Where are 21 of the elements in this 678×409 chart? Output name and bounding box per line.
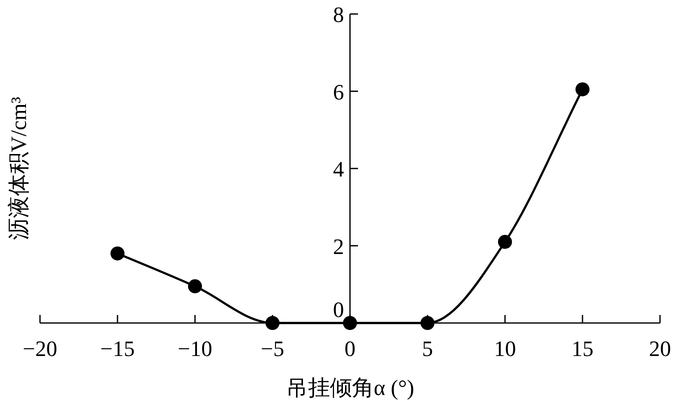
x-tick-label: −10 xyxy=(178,336,212,361)
point xyxy=(420,316,434,330)
y-tick-label: 4 xyxy=(333,156,344,182)
x-axis-title: 吊挂倾角α (°) xyxy=(286,375,414,400)
x-tick-label: −20 xyxy=(22,336,58,361)
x-tick-label: 5 xyxy=(422,336,433,361)
x-tick-label: 15 xyxy=(572,336,594,361)
x-tick-label: 10 xyxy=(494,336,516,361)
y-tick-label: 0 xyxy=(333,297,344,322)
x-tick-label: −15 xyxy=(100,336,135,361)
y-tick-label: 2 xyxy=(333,234,344,259)
y-axis-title: 沥液体积V/cm³ xyxy=(6,96,31,240)
point xyxy=(266,316,280,330)
point xyxy=(188,279,202,294)
point xyxy=(576,82,590,96)
point xyxy=(110,246,124,260)
y-tick-label: 8 xyxy=(333,2,344,27)
x-tick-label: 20 xyxy=(649,336,671,361)
point xyxy=(498,234,512,249)
x-tick-label: −5 xyxy=(260,336,284,361)
y-tick-label: 6 xyxy=(333,79,344,104)
